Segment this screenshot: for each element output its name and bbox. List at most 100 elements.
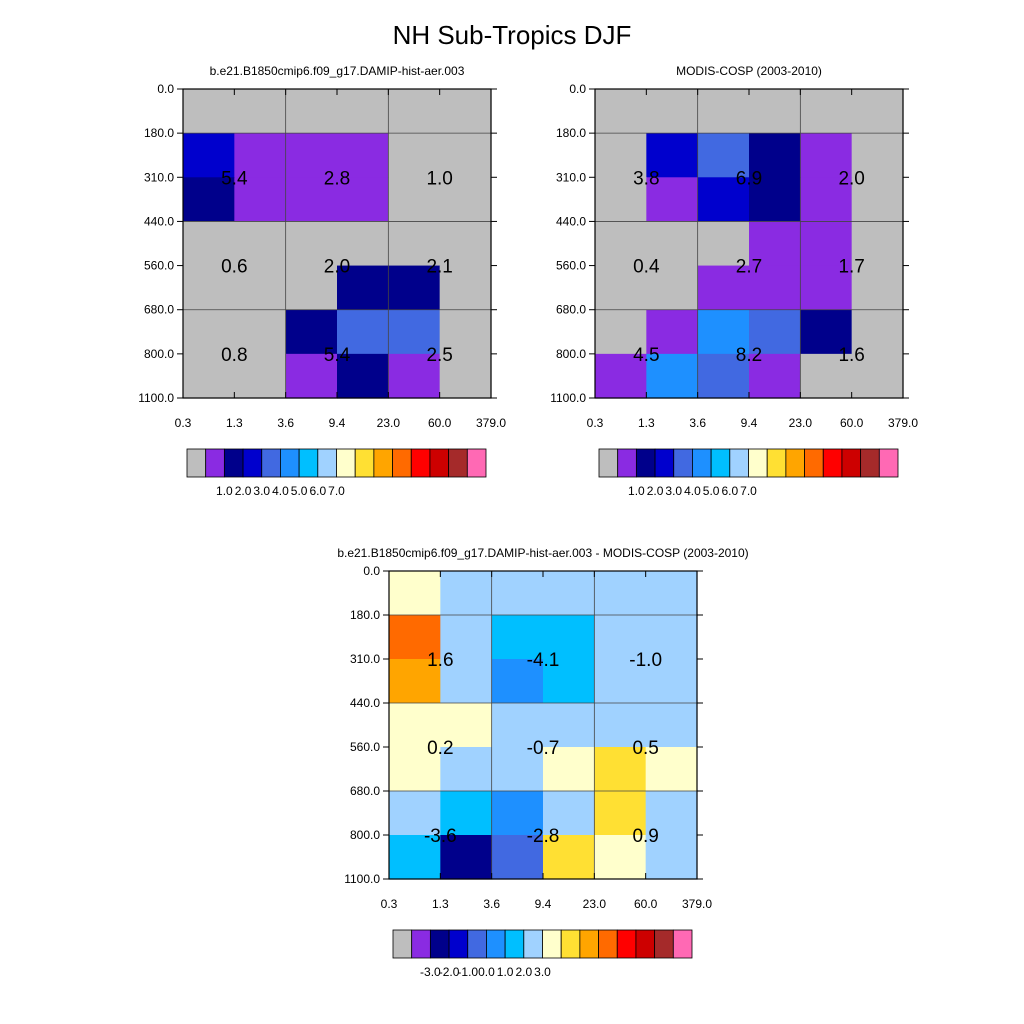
heatmap-cell: [234, 309, 287, 355]
heatmap-cell: [645, 747, 698, 792]
heatmap-cell: [440, 615, 493, 660]
colorbar-box: [579, 929, 599, 959]
heatmap-cell: [800, 221, 853, 267]
heatmap-cell: [645, 659, 698, 704]
heatmap-cell: [543, 703, 595, 748]
heatmap-cell: [440, 703, 493, 748]
colorbar-box: [841, 448, 862, 478]
x-tick-label: 23.0: [377, 416, 401, 430]
data-label: 4.5: [633, 345, 659, 366]
heatmap-cell: [337, 221, 389, 267]
data-label: 0.5: [632, 738, 658, 759]
data-label: -4.1: [527, 650, 560, 671]
colorbar-box: [692, 448, 712, 478]
data-label: 0.6: [221, 257, 247, 278]
colorbar-label: 4.0: [684, 484, 701, 498]
heatmap-cell: [646, 265, 699, 311]
heatmap-cell: [439, 177, 492, 223]
data-label: 6.9: [736, 168, 762, 189]
panels: b.e21.B1850cmip6.f09_g17.DAMIP-hist-aer.…: [138, 64, 918, 979]
heatmap-cell: [183, 265, 235, 311]
heatmap-cell: [595, 133, 647, 178]
heatmap-cell: [851, 177, 904, 223]
colorbar-box: [748, 448, 768, 478]
heatmap-cell: [389, 835, 441, 880]
data-label: 0.8: [221, 345, 247, 366]
colorbar-label: 7.0: [740, 484, 757, 498]
y-tick-label: 440.0: [144, 214, 174, 228]
heatmap-cell: [645, 703, 698, 748]
heatmap-cell: [800, 353, 853, 399]
heatmap-cell: [851, 221, 904, 267]
heatmap-cell: [749, 221, 801, 267]
heatmap-cell: [337, 177, 389, 223]
heatmap-cell: [800, 89, 853, 134]
heatmap-cell: [439, 133, 492, 178]
heatmap-cell: [285, 265, 338, 311]
y-tick-label: 310.0: [556, 170, 586, 184]
colorbar-label: 3.0: [534, 965, 551, 979]
heatmap-cell: [543, 747, 595, 792]
heatmap-cell: [697, 353, 750, 399]
y-tick-label: 800.0: [350, 828, 380, 842]
colorbar-box: [373, 448, 393, 478]
colorbar-box: [429, 929, 450, 959]
x-tick-label: 3.6: [689, 416, 706, 430]
heatmap-cell: [491, 791, 544, 836]
y-tick-label: 0.0: [157, 82, 174, 96]
data-label: 2.0: [324, 257, 350, 278]
y-tick-label: 680.0: [556, 303, 586, 317]
heatmap-cell: [851, 89, 904, 134]
heatmap-cell: [543, 791, 595, 836]
heatmap-cell: [439, 309, 492, 355]
heatmap-cell: [645, 615, 698, 660]
heatmap-cell: [491, 747, 544, 792]
colorbar-box: [616, 929, 637, 959]
heatmap-cell: [234, 265, 287, 311]
heatmap-cell: [389, 659, 441, 704]
heatmap-cell: [234, 133, 287, 178]
heatmap-cell: [749, 353, 801, 399]
colorbar-box: [448, 448, 468, 478]
x-tick-label: 0.3: [381, 897, 398, 911]
heatmap-cell: [749, 265, 801, 311]
data-label: 2.7: [736, 257, 762, 278]
colorbar-box: [336, 448, 356, 478]
x-tick-label: 1.3: [432, 897, 449, 911]
heatmap-cell: [439, 89, 492, 134]
colorbar-label: 0.0: [478, 965, 495, 979]
heatmap-cell: [646, 177, 699, 223]
heatmap-cell: [183, 309, 235, 355]
x-tick-label: 9.4: [741, 416, 758, 430]
heatmap-cell: [646, 353, 699, 399]
heatmap-panel: b.e21.B1850cmip6.f09_g17.DAMIP-hist-aer.…: [138, 64, 506, 498]
heatmap-cell: [337, 133, 389, 178]
colorbar-box: [448, 929, 469, 959]
data-label: -2.8: [527, 826, 560, 847]
x-tick-label: 379.0: [476, 416, 506, 430]
heatmap-cell: [440, 835, 493, 880]
heatmap-cell: [234, 221, 287, 267]
heatmap-cell: [388, 265, 441, 311]
heatmap-cell: [234, 177, 287, 223]
heatmap-cell: [595, 221, 647, 267]
heatmap-cell: [285, 177, 338, 223]
y-tick-label: 180.0: [556, 126, 586, 140]
colorbar-box: [392, 448, 412, 478]
heatmap-cell: [388, 353, 441, 399]
colorbar-label: 2.0: [647, 484, 664, 498]
heatmap-cell: [697, 89, 750, 134]
x-tick-label: 3.6: [483, 897, 500, 911]
heatmap-cell: [595, 89, 647, 134]
colorbar-box: [860, 448, 880, 478]
heatmap-cell: [440, 791, 493, 836]
data-label: 0.2: [427, 738, 453, 759]
colorbar-box: [673, 448, 693, 478]
colorbar-box: [410, 448, 431, 478]
y-tick-label: 1100.0: [344, 872, 380, 886]
heatmap-cell: [388, 89, 441, 134]
colorbar-label: 3.0: [665, 484, 682, 498]
colorbar-box: [429, 448, 450, 478]
heatmap-cell: [183, 133, 235, 178]
